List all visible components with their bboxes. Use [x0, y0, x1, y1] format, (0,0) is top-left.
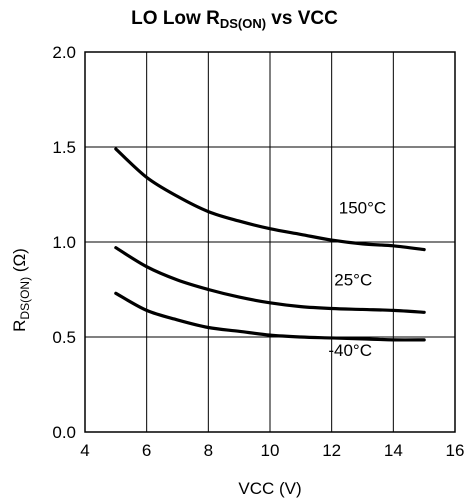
y-axis-label-prefix: R — [10, 320, 29, 332]
series-label: 25°C — [334, 271, 372, 290]
series-label: -40°C — [328, 341, 372, 360]
chart-title-subscript: DS(ON) — [219, 16, 267, 31]
series-lines — [114, 147, 426, 342]
x-tick-label: 16 — [446, 441, 465, 460]
y-tick-label: 1.0 — [52, 233, 76, 252]
x-tick-label: 6 — [142, 441, 151, 460]
grid-lines — [85, 52, 455, 432]
y-tick-labels: 0.0 0.5 1.0 1.5 2.0 — [52, 43, 76, 442]
y-axis-label-suffix: (Ω) — [10, 248, 29, 277]
chart-title: LO Low RDS(ON) vs VCC — [0, 6, 469, 32]
x-tick-label: 4 — [80, 441, 89, 460]
x-tick-labels: 4 6 8 10 12 14 16 — [80, 441, 464, 460]
y-tick-label: 1.5 — [52, 138, 76, 157]
series-line — [114, 246, 426, 314]
y-axis-label-subscript: DS(ON) — [18, 277, 32, 320]
chart-title-suffix: vs VCC — [266, 8, 338, 29]
y-tick-label: 0.0 — [52, 423, 76, 442]
series-labels: 150°C 25°C -40°C — [328, 199, 386, 361]
series-line — [114, 147, 426, 252]
y-tick-label: 2.0 — [52, 43, 76, 62]
x-axis-label: VCC (V) — [238, 479, 301, 498]
series-line — [114, 291, 426, 342]
x-tick-label: 10 — [261, 441, 280, 460]
x-tick-label: 8 — [204, 441, 213, 460]
y-axis-label: RDS(ON) (Ω) — [10, 248, 32, 332]
x-tick-label: 12 — [322, 441, 341, 460]
series-label: 150°C — [339, 199, 386, 218]
chart-title-prefix: LO Low R — [131, 8, 220, 29]
y-tick-label: 0.5 — [52, 328, 76, 347]
x-tick-label: 14 — [384, 441, 403, 460]
plot-frame — [84, 51, 456, 433]
